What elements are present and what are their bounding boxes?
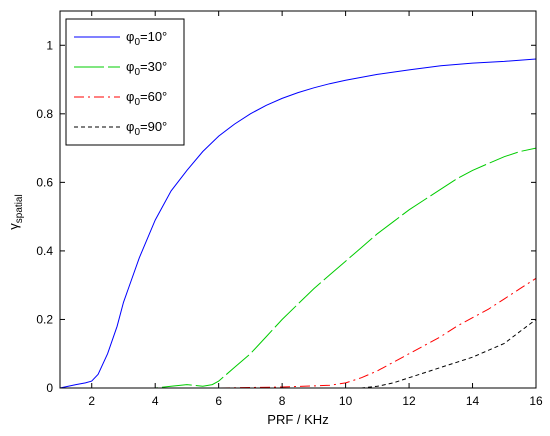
y-tick-label: 0.2 xyxy=(36,312,53,326)
series-line-2 xyxy=(60,147,537,389)
x-tick-label: 4 xyxy=(152,394,159,408)
legend-label-4: φ0=90° xyxy=(126,119,167,138)
series-line-1 xyxy=(59,58,537,389)
y-tick-label: 1 xyxy=(46,38,53,52)
y-axis-label-sub: spatial xyxy=(14,194,25,223)
x-axis-label: PRF / KHz xyxy=(267,412,328,427)
x-tick-label: 2 xyxy=(88,394,95,408)
y-tick-label: 0.8 xyxy=(36,107,53,121)
x-tick-label: 6 xyxy=(215,394,222,408)
x-tick-label: 16 xyxy=(529,394,543,408)
axes-box xyxy=(59,10,537,389)
y-tick-label: 0 xyxy=(46,381,53,395)
legend: φ0=10° φ0=30° φ0=60° φ0=90° xyxy=(65,18,185,146)
legend-box xyxy=(65,18,185,146)
legend-label-1: φ0=10° xyxy=(126,29,167,48)
x-tick-label: 14 xyxy=(466,394,480,408)
x-tick-label: 10 xyxy=(339,394,353,408)
x-tick-label: 8 xyxy=(279,394,286,408)
y-axis-label: γspatial xyxy=(6,194,25,229)
y-tick-label: 0.4 xyxy=(36,244,53,258)
legend-label-2: φ0=30° xyxy=(126,59,167,78)
y-axis-label-main: γ xyxy=(6,223,21,230)
legend-label-3: φ0=60° xyxy=(126,89,167,108)
tick-layer: 2 4 6 8 10 12 14 16 0 0.2 0.4 0.6 0.8 1 xyxy=(36,11,543,408)
y-tick-label: 0.6 xyxy=(36,175,53,189)
x-tick-label: 12 xyxy=(402,394,416,408)
